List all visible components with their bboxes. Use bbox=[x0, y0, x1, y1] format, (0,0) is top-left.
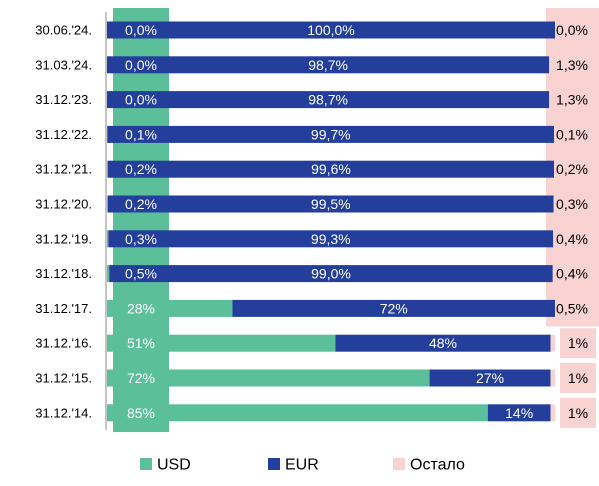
bar-segment bbox=[487, 404, 551, 422]
value-label: 0,0% bbox=[125, 57, 157, 73]
bar-segment bbox=[429, 369, 551, 387]
value-label: 99,3% bbox=[311, 231, 351, 247]
category-label: 31.12.'18. bbox=[35, 266, 92, 281]
category-label: 31.12.'19. bbox=[35, 231, 92, 246]
category-label: 31.12.'17. bbox=[35, 301, 92, 316]
bar-segment bbox=[552, 265, 555, 283]
value-label: 0,4% bbox=[556, 266, 588, 282]
bar-segment bbox=[550, 334, 555, 352]
value-label: 100,0% bbox=[307, 22, 354, 38]
bar-segment bbox=[107, 160, 108, 178]
category-label: 31.12.'15. bbox=[35, 371, 92, 386]
legend-swatch bbox=[140, 458, 152, 470]
category-label: 31.12.'14. bbox=[35, 405, 92, 420]
legend-swatch bbox=[393, 458, 405, 470]
value-label: 0,5% bbox=[125, 266, 157, 282]
value-label: 0,4% bbox=[556, 231, 588, 247]
bar-segment bbox=[107, 21, 555, 39]
category-label: 31.12.'20. bbox=[35, 197, 92, 212]
category-label: 31.12.'23. bbox=[35, 92, 92, 107]
value-label: 0,1% bbox=[556, 126, 588, 142]
bar-segment bbox=[107, 265, 110, 283]
value-label: 0,0% bbox=[125, 22, 157, 38]
value-label: 1,3% bbox=[556, 92, 588, 108]
category-label: 31.12.'22. bbox=[35, 127, 92, 142]
bar-segment bbox=[107, 230, 109, 248]
bar-segment bbox=[550, 369, 555, 387]
value-label: 0,3% bbox=[125, 231, 157, 247]
value-label: 0,1% bbox=[125, 126, 157, 142]
value-label: 0,2% bbox=[556, 161, 588, 177]
bar-segment bbox=[107, 125, 555, 143]
bar-segment bbox=[107, 334, 336, 352]
category-label: 31.03.'24. bbox=[35, 57, 92, 72]
value-label: 0,5% bbox=[556, 300, 588, 316]
value-label: 51% bbox=[127, 335, 155, 351]
bar-segment bbox=[107, 160, 555, 178]
label-box bbox=[560, 397, 596, 428]
value-label: 27% bbox=[476, 370, 504, 386]
bar-segment bbox=[108, 230, 554, 248]
value-label: 1% bbox=[568, 335, 588, 351]
bar-segment bbox=[549, 56, 555, 74]
value-label: 99,5% bbox=[311, 196, 351, 212]
value-label: 72% bbox=[380, 300, 408, 316]
value-label: 0,2% bbox=[125, 196, 157, 212]
value-label: 28% bbox=[127, 300, 155, 316]
value-label: 0,0% bbox=[556, 22, 588, 38]
category-label: 31.12.'21. bbox=[35, 162, 92, 177]
value-label: 99,6% bbox=[311, 161, 351, 177]
bar-segment bbox=[107, 404, 488, 422]
category-label: 30.06.'24. bbox=[35, 23, 92, 38]
value-label: 0,0% bbox=[125, 92, 157, 108]
value-label: 85% bbox=[127, 405, 155, 421]
value-label: 0,2% bbox=[125, 161, 157, 177]
legend-label: EUR bbox=[285, 457, 319, 474]
value-label: 98,7% bbox=[308, 57, 348, 73]
bar-segment bbox=[553, 230, 555, 248]
category-label: 31.12.'16. bbox=[35, 336, 92, 351]
bar-segment bbox=[554, 160, 555, 178]
bar-segment bbox=[107, 299, 233, 317]
value-label: 1,3% bbox=[556, 57, 588, 73]
bar-segment bbox=[107, 56, 550, 74]
legend-label: Остало bbox=[410, 457, 465, 474]
bar-segment bbox=[107, 369, 430, 387]
bar-segment bbox=[553, 195, 555, 213]
legend-swatch bbox=[268, 458, 280, 470]
value-label: 1% bbox=[568, 370, 588, 386]
value-label: 0,3% bbox=[556, 196, 588, 212]
legend-label: USD bbox=[157, 457, 191, 474]
value-label: 72% bbox=[127, 370, 155, 386]
value-label: 99,0% bbox=[311, 266, 351, 282]
bar-segment bbox=[107, 91, 550, 109]
label-box bbox=[560, 328, 596, 359]
value-label: 99,7% bbox=[311, 126, 351, 142]
bar-segment bbox=[107, 195, 554, 213]
bar-segment bbox=[107, 195, 108, 213]
value-label: 48% bbox=[429, 335, 457, 351]
bar-segment bbox=[109, 265, 553, 283]
value-label: 98,7% bbox=[308, 92, 348, 108]
bar-segment bbox=[232, 299, 555, 317]
bar-segment bbox=[555, 299, 558, 317]
value-label: 1% bbox=[568, 405, 588, 421]
bar-segment bbox=[335, 334, 551, 352]
label-box bbox=[560, 363, 596, 393]
label-column bbox=[113, 8, 169, 432]
bar-segment bbox=[550, 404, 555, 422]
value-label: 14% bbox=[505, 405, 533, 421]
bar-segment bbox=[549, 91, 555, 109]
